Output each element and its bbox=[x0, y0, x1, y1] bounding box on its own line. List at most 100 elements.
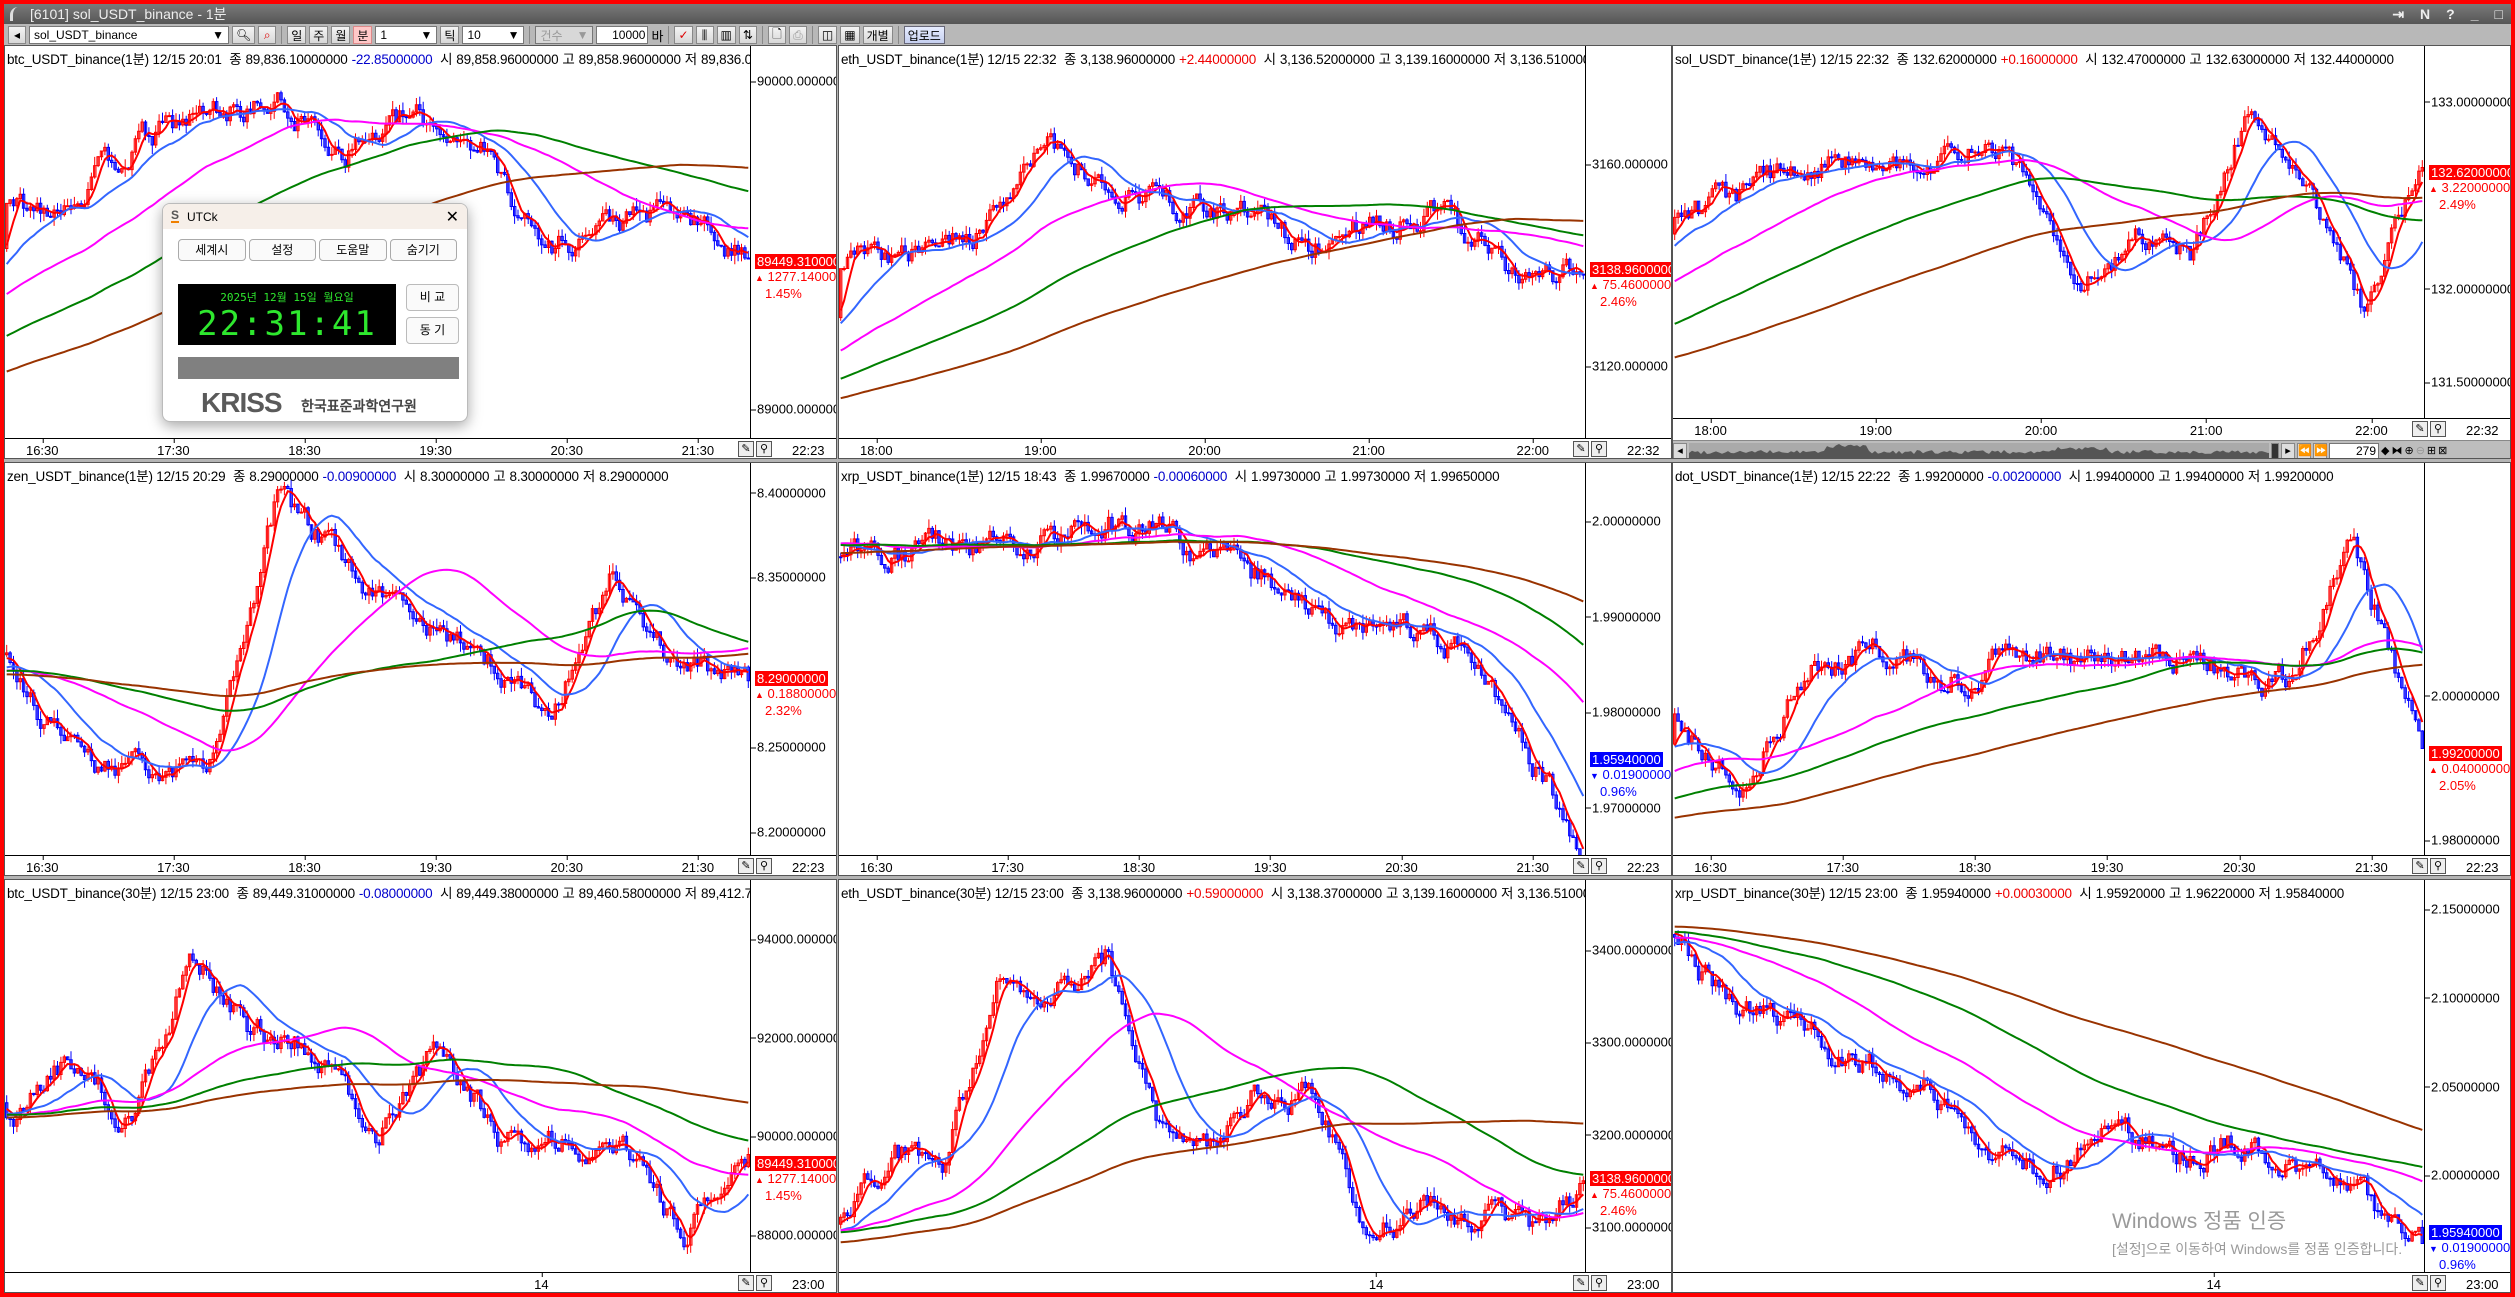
pencil-icon[interactable]: ✎ bbox=[2412, 421, 2428, 437]
time-axis[interactable]: 16:30 17:30 18:30 19:30 20:30 21:30 ✎ ⚲ 22:23 bbox=[839, 855, 1671, 875]
visible-bars-input[interactable]: 279 bbox=[2329, 442, 2379, 458]
price-axis[interactable]: 2.15000000 2.10000000 2.05000000 2.00000000… bbox=[2424, 880, 2510, 1272]
volume-overview[interactable] bbox=[1689, 442, 2269, 459]
check-icon[interactable]: ✓ bbox=[674, 26, 693, 44]
pencil-icon[interactable]: ✎ bbox=[2412, 858, 2428, 874]
pencil-icon[interactable]: ✎ bbox=[1573, 1275, 1589, 1291]
zoom-icon[interactable]: ⚲ bbox=[2430, 858, 2446, 874]
expand-icon[interactable]: ◆ bbox=[2381, 445, 2390, 457]
price-axis[interactable]: 94000.000000 92000.000000 90000.000000 8800… bbox=[750, 880, 836, 1272]
maximize-button[interactable]: □ bbox=[2494, 6, 2503, 22]
fast-forward-icon[interactable]: ⏩ bbox=[2313, 442, 2328, 458]
symbol-combo[interactable]: sol_USDT_binance ▼ bbox=[29, 26, 229, 44]
reset-icon[interactable]: ⊠ bbox=[2438, 445, 2448, 457]
pencil-icon[interactable]: ✎ bbox=[2412, 1275, 2428, 1291]
zoom-icon[interactable]: ⚲ bbox=[1591, 858, 1607, 874]
price-axis[interactable]: 133.00000000 132.00000000 131.50000000 132.… bbox=[2424, 46, 2510, 418]
new-icon[interactable]: N bbox=[2420, 6, 2431, 22]
candlestick-plot[interactable] bbox=[1673, 880, 2424, 1272]
period-month-button[interactable]: 월 bbox=[331, 26, 351, 44]
sync-button[interactable]: 동 기 bbox=[406, 317, 459, 344]
candlestick-plot[interactable] bbox=[5, 880, 750, 1272]
pencil-icon[interactable]: ✎ bbox=[1573, 441, 1589, 457]
zoom-icon[interactable]: ⚲ bbox=[2430, 1275, 2446, 1291]
bar-chart-icon[interactable]: ▥ bbox=[716, 26, 736, 44]
exit-icon[interactable]: ⇥ bbox=[2392, 6, 2405, 22]
grid-icon[interactable]: ▦ bbox=[840, 26, 860, 44]
period-week-button[interactable]: 주 bbox=[309, 26, 329, 44]
chart-panel[interactable]: eth_USDT_binance(1분) 12/15 22:32 종 3,138.… bbox=[838, 45, 1672, 459]
zoom-icon[interactable]: ⚲ bbox=[756, 441, 772, 457]
zoom-in-icon[interactable]: ⊕ bbox=[2404, 445, 2414, 457]
price-axis[interactable]: 2.00000000 1.99000000 1.98000000 1.97000000… bbox=[1585, 463, 1671, 855]
price-axis[interactable]: 3160.000000 3120.000000 3138.9600000 ▲ 75.4… bbox=[1585, 46, 1671, 438]
bars-input[interactable]: 10000 bbox=[596, 26, 649, 44]
candlestick-plot[interactable] bbox=[1673, 46, 2424, 418]
period-minute-button[interactable]: 분 bbox=[353, 26, 373, 44]
zoom-out-icon[interactable]: ⊖ bbox=[2415, 445, 2425, 457]
upload-button[interactable]: 업로드 bbox=[903, 26, 945, 44]
minimize-button[interactable]: _ bbox=[2470, 6, 2479, 22]
time-axis[interactable]: 18:00 19:00 20:00 21:00 22:00 ✎ ⚲ 22:32 bbox=[839, 438, 1671, 458]
price-axis[interactable]: 2.00000000 1.98000000 1.99200000 ▲ 0.040000… bbox=[2424, 463, 2510, 855]
help-button[interactable]: 도움말 bbox=[319, 239, 387, 261]
close-icon[interactable]: ✕ bbox=[445, 209, 459, 226]
interval-select[interactable]: 1 ▼ bbox=[375, 26, 438, 44]
pencil-icon[interactable]: ✎ bbox=[738, 1275, 754, 1291]
print-icon[interactable]: ⎙ bbox=[788, 26, 807, 44]
time-axis[interactable]: 16:30 17:30 18:30 19:30 20:30 21:30 ✎ ⚲ 22:23 bbox=[5, 438, 836, 458]
individual-button[interactable]: 개별 bbox=[862, 26, 893, 44]
zoom-icon[interactable]: ⚲ bbox=[756, 858, 772, 874]
pencil-icon[interactable]: ✎ bbox=[738, 858, 754, 874]
period-day-button[interactable]: 일 bbox=[287, 26, 307, 44]
time-axis[interactable]: 14 ✎ ⚲ 23:00 bbox=[839, 1272, 1671, 1292]
zoom-icon[interactable]: ⚲ bbox=[2430, 421, 2446, 437]
compare-button[interactable]: 비 교 bbox=[406, 284, 459, 311]
search-icon[interactable]: 🔍︎ bbox=[232, 26, 256, 44]
zoom-icon[interactable]: ⚲ bbox=[1591, 1275, 1607, 1291]
hide-button[interactable]: 숨기기 bbox=[389, 239, 457, 261]
chart-panel[interactable]: sol_USDT_binance(1분) 12/15 22:32 종 132.62… bbox=[1672, 45, 2511, 459]
scroll-left-button[interactable]: ◂ bbox=[1673, 442, 1687, 458]
rewind-icon[interactable]: ⏪ bbox=[2297, 442, 2312, 458]
price-axis[interactable]: 90000.000000 89000.000000 89449.310000 ▲ 12… bbox=[750, 46, 836, 438]
chart-panel[interactable]: zen_USDT_binance(1분) 12/15 20:29 종 8.2900… bbox=[4, 462, 837, 876]
scroll-right-button[interactable]: ▸ bbox=[2281, 442, 2295, 458]
candlestick-plot[interactable] bbox=[5, 463, 750, 855]
candlestick-plot[interactable] bbox=[1673, 463, 2424, 855]
candlestick-plot[interactable] bbox=[839, 880, 1585, 1272]
world-time-button[interactable]: 세계시 bbox=[178, 239, 246, 261]
chart-scrollbar[interactable]: ◂ ▸ ⏪ ⏩ 279 ◆ ⧓ ⊕ ⊖ ⊞ ⊠ bbox=[1673, 440, 2510, 459]
chart-panel[interactable]: eth_USDT_binance(30분) 12/15 23:00 종 3,138… bbox=[838, 879, 1672, 1293]
settings-button[interactable]: 설정 bbox=[248, 239, 316, 261]
toolbar-left-arrow-icon[interactable]: ◂ bbox=[8, 26, 26, 44]
time-axis[interactable]: 16:30 17:30 18:30 19:30 20:30 21:30 ✎ ⚲ 22:23 bbox=[5, 855, 836, 875]
tick-select[interactable]: 10 ▼ bbox=[462, 26, 525, 44]
chart-panel[interactable]: dot_USDT_binance(1분) 12/15 22:22 종 1.9920… bbox=[1672, 462, 2511, 876]
candlestick-plot[interactable] bbox=[839, 463, 1585, 855]
utck-title-bar[interactable]: S UTCk ✕ bbox=[163, 204, 467, 229]
help-icon[interactable]: ? bbox=[2446, 6, 2455, 22]
pencil-icon[interactable]: ✎ bbox=[1573, 858, 1589, 874]
time-axis[interactable]: 16:30 17:30 18:30 19:30 20:30 21:30 ✎ ⚲ 22:23 bbox=[1673, 855, 2510, 875]
candle-chart-icon[interactable]: ⫼ bbox=[695, 26, 714, 44]
chart-panel[interactable]: xrp_USDT_binance(30분) 12/15 23:00 종 1.959… bbox=[1672, 879, 2511, 1293]
time-axis[interactable]: 14 ✎ ⚲ 23:00 bbox=[1673, 1272, 2510, 1292]
tick-button[interactable]: 틱 bbox=[440, 26, 460, 44]
shrink-icon[interactable]: ⧓ bbox=[2391, 445, 2403, 457]
chart-panel[interactable]: btc_USDT_binance(30분) 12/15 23:00 종 89,44… bbox=[4, 879, 837, 1293]
layout-icon[interactable]: ◫ bbox=[817, 26, 838, 44]
zoom-icon[interactable]: ⚲ bbox=[1591, 441, 1607, 457]
zoom-icon[interactable]: ⚲ bbox=[756, 1275, 772, 1291]
search-red-icon[interactable]: ⌕ bbox=[258, 26, 277, 44]
scroll-thumb[interactable] bbox=[2271, 442, 2279, 458]
time-axis[interactable]: 14 ✎ ⚲ 23:00 bbox=[5, 1272, 836, 1292]
price-axis[interactable]: 8.40000000 8.35000000 8.25000000 8.20000000… bbox=[750, 463, 836, 855]
price-axis[interactable]: 3400.0000000 3300.0000000 3200.0000000 3100… bbox=[1585, 880, 1671, 1272]
chart-panel[interactable]: xrp_USDT_binance(1분) 12/15 18:43 종 1.9967… bbox=[838, 462, 1672, 876]
sort-icon[interactable]: ⇅ bbox=[738, 26, 757, 44]
fit-icon[interactable]: ⊞ bbox=[2426, 445, 2437, 457]
candlestick-plot[interactable] bbox=[839, 46, 1585, 438]
time-axis[interactable]: 18:00 19:00 20:00 21:00 22:00 ✎ ⚲ 22:32 bbox=[1673, 418, 2510, 440]
document-icon[interactable]: 🗋 bbox=[767, 26, 786, 44]
